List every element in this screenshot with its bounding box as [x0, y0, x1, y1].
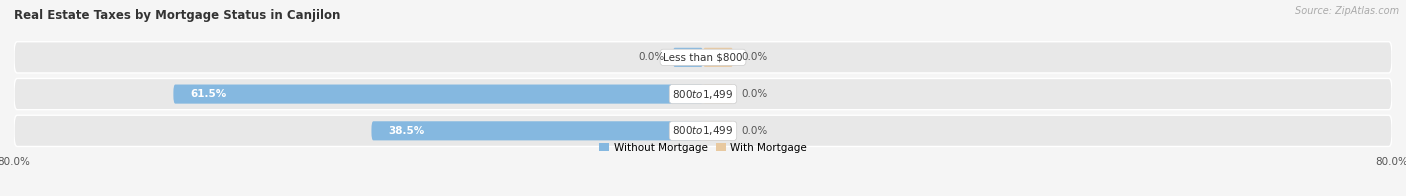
Text: 61.5%: 61.5% — [191, 89, 226, 99]
Legend: Without Mortgage, With Mortgage: Without Mortgage, With Mortgage — [595, 139, 811, 157]
Text: 38.5%: 38.5% — [388, 126, 425, 136]
Text: 0.0%: 0.0% — [742, 52, 768, 62]
FancyBboxPatch shape — [703, 84, 733, 104]
Text: $800 to $1,499: $800 to $1,499 — [672, 88, 734, 101]
FancyBboxPatch shape — [14, 78, 1392, 110]
Text: Real Estate Taxes by Mortgage Status in Canjilon: Real Estate Taxes by Mortgage Status in … — [14, 9, 340, 22]
FancyBboxPatch shape — [14, 115, 1392, 146]
Text: $800 to $1,499: $800 to $1,499 — [672, 124, 734, 137]
FancyBboxPatch shape — [673, 48, 703, 67]
FancyBboxPatch shape — [703, 121, 733, 140]
Text: Source: ZipAtlas.com: Source: ZipAtlas.com — [1295, 6, 1399, 16]
FancyBboxPatch shape — [703, 48, 733, 67]
Text: 0.0%: 0.0% — [742, 126, 768, 136]
FancyBboxPatch shape — [14, 42, 1392, 73]
FancyBboxPatch shape — [173, 84, 703, 104]
Text: 0.0%: 0.0% — [638, 52, 664, 62]
FancyBboxPatch shape — [371, 121, 703, 140]
Text: Less than $800: Less than $800 — [664, 52, 742, 62]
Text: 0.0%: 0.0% — [742, 89, 768, 99]
